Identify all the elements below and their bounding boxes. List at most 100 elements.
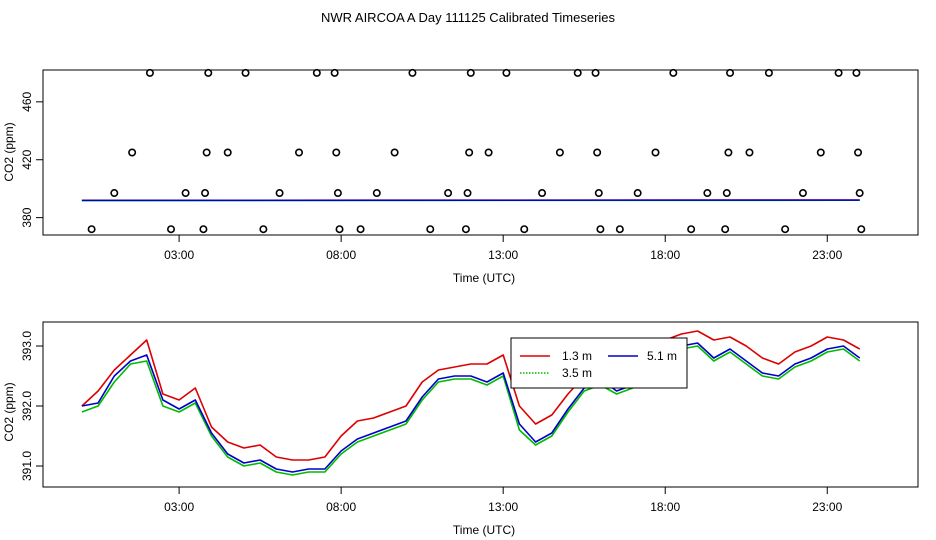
data-point: [816, 148, 825, 157]
data-point: [201, 189, 210, 198]
data-point: [651, 148, 660, 157]
data-point: [834, 68, 843, 77]
top-plot-frame: [42, 69, 919, 236]
x-tick-label: 23:00: [812, 500, 842, 514]
data-point: [594, 189, 603, 198]
data-point: [596, 225, 605, 234]
data-point: [722, 189, 731, 198]
top-traces: [81, 199, 860, 202]
data-point: [87, 225, 96, 234]
bottom-x-axis: 03:00 08:00 13:00 18:00 23:00: [164, 487, 843, 514]
series-line-35m: [81, 345, 861, 476]
data-point: [223, 148, 232, 157]
data-point: [372, 189, 381, 198]
x-tick-label: 23:00: [812, 248, 842, 262]
data-point: [615, 225, 624, 234]
x-tick-label: 18:00: [650, 500, 680, 514]
top-y-axis-label: CO2 (ppm): [2, 122, 16, 181]
data-point: [204, 68, 213, 77]
legend: 1.3 m 5.1 m 3.5 m: [510, 337, 688, 389]
data-point: [110, 189, 119, 198]
data-point: [332, 148, 341, 157]
data-point: [335, 225, 344, 234]
data-point: [181, 189, 190, 198]
top-panel: 03:00 08:00 13:00 18:00 23:00 380 420 460 Time…: [2, 68, 919, 285]
bottom-x-axis-label: Time (UTC): [453, 523, 515, 537]
series-line-13m: [81, 330, 861, 461]
data-point: [333, 189, 342, 198]
data-point: [633, 189, 642, 198]
bottom-panel: 03:00 08:00 13:00 18:00 23:00 391.0 392.0 393.…: [2, 321, 919, 537]
top-points: [87, 68, 866, 234]
data-point: [390, 148, 399, 157]
data-point: [724, 148, 733, 157]
data-point: [745, 148, 754, 157]
legend-label-3-5m: 3.5 m: [562, 366, 592, 380]
y-tick-label: 391.0: [20, 451, 34, 481]
x-tick-label: 08:00: [326, 500, 356, 514]
legend-label-5-1m: 5.1 m: [647, 349, 677, 363]
x-tick-label: 18:00: [650, 248, 680, 262]
x-tick-label: 03:00: [164, 248, 194, 262]
data-point: [356, 225, 365, 234]
data-point: [199, 225, 208, 234]
legend-label-1-3m: 1.3 m: [562, 349, 592, 363]
bottom-y-axis: 391.0 392.0 393.0: [20, 331, 43, 481]
data-point: [555, 148, 564, 157]
x-tick-label: 13:00: [488, 500, 518, 514]
data-point: [502, 68, 511, 77]
data-point: [426, 225, 435, 234]
data-point: [721, 225, 730, 234]
data-point: [484, 148, 493, 157]
data-point: [408, 68, 417, 77]
chart-title: NWR AIRCOA A Day 111125 Calibrated Times…: [321, 10, 616, 25]
y-tick-label: 392.0: [20, 391, 34, 421]
data-point: [703, 189, 712, 198]
y-tick-label: 460: [20, 92, 34, 112]
x-tick-label: 03:00: [164, 500, 194, 514]
data-point: [573, 68, 582, 77]
data-point: [128, 148, 137, 157]
data-point: [295, 148, 304, 157]
data-point: [798, 189, 807, 198]
data-point: [854, 148, 863, 157]
data-point: [855, 189, 864, 198]
data-point: [167, 225, 176, 234]
data-point: [593, 148, 602, 157]
top-x-axis-label: Time (UTC): [453, 271, 515, 285]
y-tick-label: 420: [20, 149, 34, 169]
data-point: [202, 148, 211, 157]
data-point: [466, 68, 475, 77]
y-tick-label: 380: [20, 207, 34, 227]
data-point: [669, 68, 678, 77]
series-line-51m: [81, 342, 861, 473]
data-point: [463, 189, 472, 198]
data-point: [330, 68, 339, 77]
x-tick-label: 13:00: [488, 248, 518, 262]
data-point: [520, 225, 529, 234]
data-point: [726, 68, 735, 77]
data-point: [538, 189, 547, 198]
data-point: [259, 225, 268, 234]
top-y-axis: 380 420 460: [20, 92, 43, 228]
data-point: [781, 225, 790, 234]
data-point: [591, 68, 600, 77]
data-point: [764, 68, 773, 77]
data-point: [241, 68, 250, 77]
data-point: [465, 148, 474, 157]
bottom-y-axis-label: CO2 (ppm): [2, 382, 16, 441]
data-point: [857, 225, 866, 234]
data-point: [145, 68, 154, 77]
data-point: [312, 68, 321, 77]
bottom-plot-frame: [42, 321, 919, 488]
legend-box: [510, 337, 688, 389]
data-point: [275, 189, 284, 198]
data-point: [852, 68, 861, 77]
y-tick-label: 393.0: [20, 331, 34, 361]
x-tick-label: 08:00: [326, 248, 356, 262]
top-x-axis: 03:00 08:00 13:00 18:00 23:00: [164, 235, 843, 262]
data-point: [687, 225, 696, 234]
bottom-series: [81, 330, 861, 476]
data-point: [444, 189, 453, 198]
